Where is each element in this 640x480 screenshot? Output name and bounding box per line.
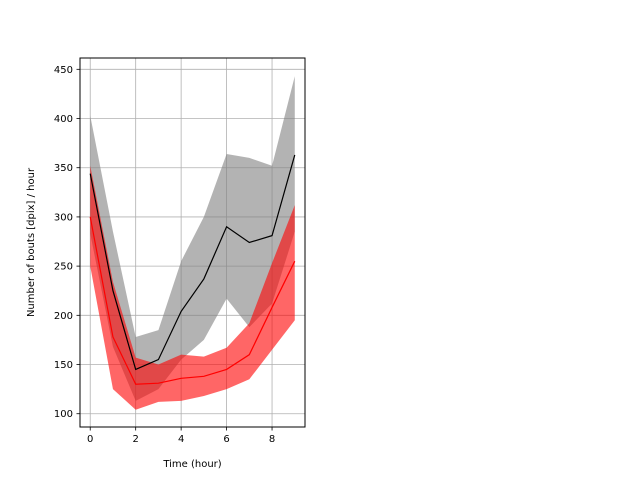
y-tick-label: 150 xyxy=(54,360,73,371)
plot-frame xyxy=(79,57,306,428)
y-tick-label: 400 xyxy=(54,114,73,125)
y-tick-label: 250 xyxy=(54,262,73,273)
x-tick-label: 0 xyxy=(87,434,93,445)
x-axis-ticks: 0 2 4 6 8 xyxy=(87,427,275,445)
y-tick-label: 100 xyxy=(54,409,73,420)
x-tick-label: 8 xyxy=(269,434,275,445)
series-2-band xyxy=(90,165,295,410)
series-1-band xyxy=(90,76,295,401)
confidence-bands xyxy=(90,76,295,410)
series-lines xyxy=(89,154,296,385)
series-2-line xyxy=(89,216,296,385)
y-tick-label: 350 xyxy=(54,163,73,174)
series-1-line xyxy=(89,154,296,371)
x-tick-label: 6 xyxy=(223,434,229,445)
x-tick-label: 2 xyxy=(132,434,138,445)
y-axis-label: Number of bouts [dpix] / hour xyxy=(26,167,37,317)
y-tick-label: 300 xyxy=(54,212,73,223)
y-tick-label: 450 xyxy=(54,65,73,76)
y-axis-ticks: 100 150 200 250 300 350 400 450 xyxy=(54,65,80,420)
x-axis-label: Time (hour) xyxy=(162,459,221,470)
y-tick-label: 200 xyxy=(54,311,73,322)
x-tick-label: 4 xyxy=(178,434,184,445)
